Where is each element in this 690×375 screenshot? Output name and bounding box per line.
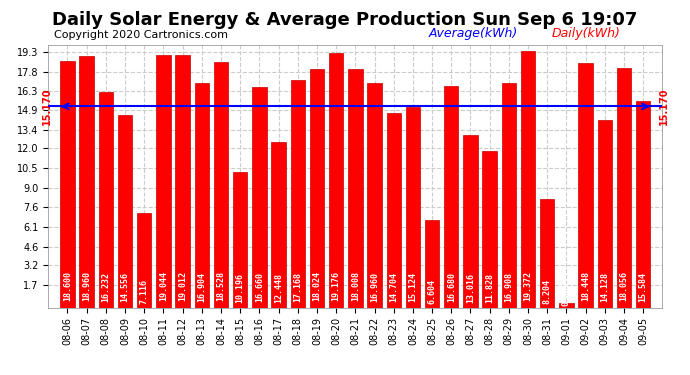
Bar [617,68,631,308]
Text: Average(kWh): Average(kWh) [429,27,518,40]
Bar [195,83,209,308]
Bar [79,56,94,308]
Text: 18.600: 18.600 [63,271,72,301]
Bar [482,151,497,308]
Text: 14.556: 14.556 [121,272,130,302]
Bar [233,172,248,308]
Text: 16.232: 16.232 [101,272,110,302]
Text: 18.056: 18.056 [620,272,629,302]
Text: 15.170: 15.170 [42,88,52,125]
Text: 18.008: 18.008 [351,272,360,302]
Bar [118,114,132,308]
Bar [598,120,612,308]
Bar [502,83,516,308]
Bar [271,142,286,308]
Text: 16.660: 16.660 [255,272,264,302]
Text: 17.168: 17.168 [293,272,302,302]
Bar [463,135,477,308]
Text: 10.196: 10.196 [236,273,245,303]
Text: 16.904: 16.904 [197,272,206,302]
Text: 12.448: 12.448 [274,273,283,303]
Text: 0.308: 0.308 [562,281,571,306]
Text: 15.584: 15.584 [639,272,648,302]
Text: 19.044: 19.044 [159,271,168,301]
Bar [156,55,170,308]
Text: 13.016: 13.016 [466,273,475,303]
Text: 18.024: 18.024 [313,272,322,302]
Text: 11.828: 11.828 [485,273,494,303]
Bar [310,69,324,308]
Bar [636,101,651,308]
Bar [348,69,362,308]
Bar [578,63,593,308]
Bar [367,82,382,308]
Text: 16.908: 16.908 [504,272,513,302]
Text: 15.170: 15.170 [658,88,669,125]
Text: 18.528: 18.528 [217,271,226,301]
Bar [99,92,113,308]
Text: 18.448: 18.448 [581,271,590,301]
Bar [540,199,555,308]
Text: 19.012: 19.012 [178,271,187,301]
Text: 15.124: 15.124 [408,272,417,302]
Bar [425,220,440,308]
Text: Daily(kWh): Daily(kWh) [552,27,621,40]
Text: 6.604: 6.604 [428,279,437,304]
Text: Daily Solar Energy & Average Production Sun Sep 6 19:07: Daily Solar Energy & Average Production … [52,11,638,29]
Text: 16.960: 16.960 [370,272,379,302]
Text: 16.680: 16.680 [447,272,456,302]
Bar [444,86,458,308]
Bar [60,61,75,308]
Bar [406,107,420,307]
Text: 19.372: 19.372 [524,271,533,301]
Text: 8.204: 8.204 [543,279,552,304]
Bar [329,53,344,307]
Bar [137,213,151,308]
Bar [521,51,535,308]
Text: 18.960: 18.960 [82,271,91,301]
Bar [290,80,305,308]
Text: 14.128: 14.128 [600,272,609,302]
Bar [386,112,401,308]
Text: Copyright 2020 Cartronics.com: Copyright 2020 Cartronics.com [55,30,228,40]
Text: 14.704: 14.704 [389,272,398,302]
Bar [560,303,573,307]
Bar [214,62,228,308]
Text: 7.116: 7.116 [140,279,149,304]
Bar [175,56,190,308]
Bar [253,87,266,308]
Text: 19.176: 19.176 [332,271,341,301]
